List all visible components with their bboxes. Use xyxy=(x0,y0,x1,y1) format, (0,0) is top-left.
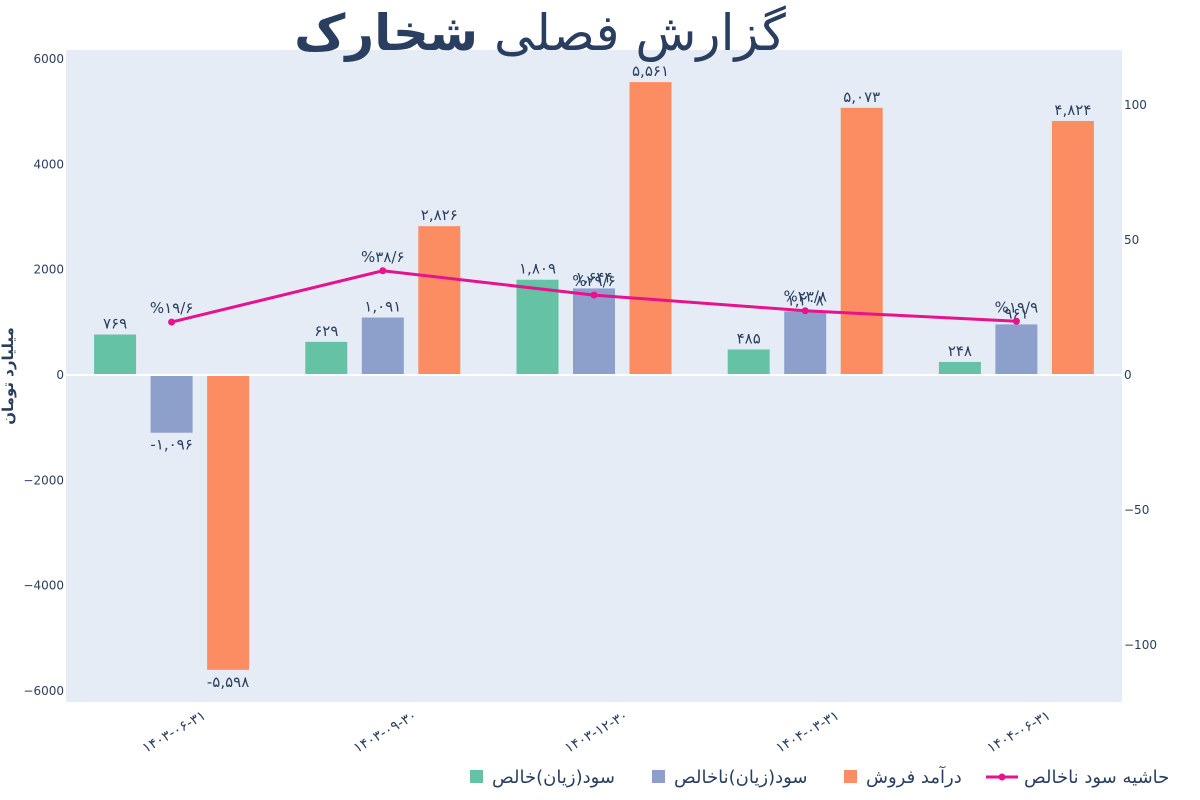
legend-label[interactable]: سود(زیان)ناخالص xyxy=(674,767,808,788)
legend-swatch[interactable] xyxy=(470,770,483,783)
bar xyxy=(784,311,827,375)
left-axis-ticks: −6000 −4000 −2000 0 2000 4000 6000 xyxy=(23,52,64,698)
bar xyxy=(573,288,615,375)
bar-value-label: ۹۶۱ xyxy=(1004,304,1028,322)
bar xyxy=(150,375,193,433)
bar xyxy=(727,349,770,375)
bar xyxy=(629,82,672,375)
right-axis-ticks: −100 −50 0 50 100 xyxy=(1124,98,1157,652)
chart-title: گزارش فصلی شخارک xyxy=(294,4,786,62)
data-labels: ۷۶۹ ۶۲۹ ۱,۸۰۹ ۴۸۵ ۲۴۸ -۱,۰۹۶ ۱,۰۹۱ ۱,۶۴۴ ۱,۲۰۸ ۹۶… xyxy=(103,62,1091,691)
margin-value-label: %۲۹/۶ xyxy=(572,272,615,290)
legend-label[interactable]: حاشیه سود ناخالص xyxy=(1024,767,1169,788)
bar-value-label: ۶۲۹ xyxy=(314,322,338,340)
bar-value-label: -۱,۰۹۶ xyxy=(150,436,192,454)
y2-tick-label: 50 xyxy=(1124,233,1139,247)
x-tick-label: ۱۴۰۳-۰۶-۳۱ xyxy=(140,708,209,757)
bar xyxy=(418,226,461,375)
margin-value-label: %۱۹/۹ xyxy=(995,298,1038,316)
bar xyxy=(207,375,250,670)
y-axis-label: میلیارد تومان xyxy=(0,327,17,425)
bar-value-label: ۱,۸۰۹ xyxy=(519,260,556,278)
bar xyxy=(1051,120,1094,375)
bar-value-label: ۱,۰۹۱ xyxy=(364,298,401,316)
margin-point xyxy=(379,267,387,275)
x-tick-label: ۱۴۰۴-۰۳-۳۱ xyxy=(773,708,842,757)
margin-value-label: %۳۸/۶ xyxy=(361,248,404,266)
bars-group xyxy=(94,82,1094,670)
chart-title-bold: شخارک xyxy=(294,4,478,62)
legend-swatch[interactable] xyxy=(652,770,665,783)
y-tick-label: −2000 xyxy=(23,473,64,487)
bar xyxy=(305,341,348,375)
x-tick-label: ۱۴۰۴-۰۶-۳۱ xyxy=(985,708,1054,757)
bar xyxy=(516,279,559,375)
chart-title-regular: گزارش فصلی xyxy=(494,4,786,62)
bar-value-label: ۲۴۸ xyxy=(948,342,972,360)
y-tick-label: 0 xyxy=(56,368,64,382)
y2-tick-label: 100 xyxy=(1124,98,1147,112)
line-group xyxy=(168,267,1020,326)
legend-label[interactable]: درآمد فروش xyxy=(866,765,962,788)
bar xyxy=(938,361,981,375)
y-tick-label: −6000 xyxy=(23,684,64,698)
margin-point xyxy=(590,291,598,299)
bar xyxy=(995,324,1038,375)
bar-value-label: ۴۸۵ xyxy=(737,329,761,347)
margin-point xyxy=(168,318,176,326)
margin-point xyxy=(801,307,809,315)
bar xyxy=(361,317,404,375)
x-axis-ticks: ۱۴۰۳-۰۶-۳۱ ۱۴۰۳-۰۹-۳۰ ۱۴۰۳-۱۲-۳۰ ۱۴۰۴-۰۳-۳۱… xyxy=(140,708,1054,757)
bar-value-label: ۲,۸۲۶ xyxy=(421,206,458,224)
y2-tick-label: −50 xyxy=(1124,503,1149,517)
bar-value-label: ۱,۶۴۴ xyxy=(576,268,613,286)
y-tick-label: 6000 xyxy=(33,52,64,66)
bar-value-label: -۵,۵۹۸ xyxy=(207,673,249,691)
y2-tick-label: 0 xyxy=(1124,368,1132,382)
bar-value-label: ۵,۵۶۱ xyxy=(632,62,669,80)
y2-tick-label: −100 xyxy=(1124,638,1157,652)
bar-value-label: ۷۶۹ xyxy=(103,314,127,332)
bar-value-label: ۵,۰۷۳ xyxy=(843,88,880,106)
y-tick-label: −4000 xyxy=(23,579,64,593)
y-tick-label: 2000 xyxy=(33,263,64,277)
legend-swatch[interactable] xyxy=(844,770,857,783)
bar xyxy=(94,334,137,375)
legend-label[interactable]: سود(زیان)خالص xyxy=(492,767,615,788)
legend-line-marker[interactable] xyxy=(998,773,1006,781)
bar xyxy=(840,107,883,376)
x-tick-label: ۱۴۰۳-۰۹-۳۰ xyxy=(351,708,420,757)
margin-value-label: %۲۳/۸ xyxy=(783,288,826,306)
margin-value-label: %۱۹/۶ xyxy=(150,299,193,317)
bar-value-label: ۴,۸۲۴ xyxy=(1054,101,1091,119)
y-tick-label: 4000 xyxy=(33,157,64,171)
legend[interactable]: سود(زیان)خالص سود(زیان)ناخالص درآمد فروش حا… xyxy=(470,765,1169,788)
margin-point xyxy=(1012,317,1020,325)
bar-value-label: ۱,۲۰۸ xyxy=(787,291,824,309)
x-tick-label: ۱۴۰۳-۱۲-۳۰ xyxy=(562,708,631,757)
